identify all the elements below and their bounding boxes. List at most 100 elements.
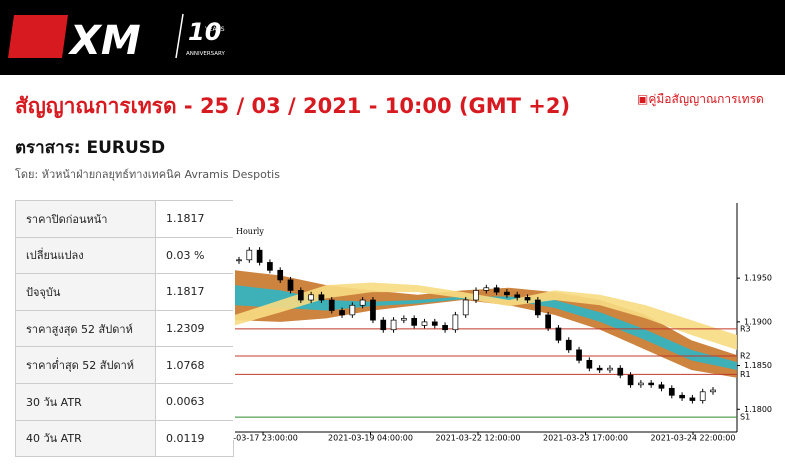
candle: [679, 394, 685, 399]
cell-label: ราคาสูงสุด 52 สัปดาห์: [15, 309, 156, 348]
x-tick-label: 1-03-17 23:00:00: [233, 434, 298, 443]
candle: [328, 299, 335, 311]
author: โดย: หัวหน้าฝ่ายกลยุทธ์ทางเทคนิค Avramis…: [15, 168, 280, 181]
candle: [411, 318, 418, 326]
chart-bg: [233, 200, 773, 440]
candle: [401, 318, 407, 321]
table-row: 30 วัน ATR 0.0063: [15, 382, 234, 421]
level-label: R3: [740, 324, 751, 333]
candle: [627, 374, 634, 386]
cell-label: 30 วัน ATR: [15, 382, 156, 421]
candle: [699, 391, 706, 401]
badge: 10: [188, 18, 221, 46]
chart: Hourly 1.1950 1.1900 1.1850 1.1800 R3 R2 R1 S1 1…: [233, 200, 773, 443]
cell-label: ราคาปิดก่อนหน้า: [15, 200, 156, 238]
candle: [380, 319, 387, 331]
page-title: สัญญาณการเทรด - 25 / 03 / 2021 - 10:00 (…: [15, 94, 571, 118]
candle: [256, 249, 263, 263]
candle: [607, 367, 613, 371]
candle: [493, 287, 500, 293]
candle: [452, 314, 459, 331]
cell-value: 1.1817: [155, 273, 234, 311]
candle: [339, 310, 345, 316]
y-tick-label: 1.1950: [744, 274, 772, 283]
candle: [534, 299, 541, 316]
y-tick-label: 1.1800: [744, 405, 772, 414]
candle: [596, 367, 603, 371]
band: [235, 282, 737, 350]
candle: [565, 339, 572, 351]
cell-label: ปัจจุบัน: [15, 273, 156, 311]
x-tick-label: 2021-03-23 17:00:00: [543, 434, 628, 443]
table-row: เปลี่ยนแปลง 0.03 %: [15, 236, 234, 275]
table-row: 40 วัน ATR 0.0119: [15, 419, 234, 458]
band: [235, 270, 737, 378]
x-tick-label: 2021-03-19 04:00:00: [328, 434, 413, 443]
candle: [287, 279, 294, 291]
badge-bottom: ANNIVERSARY: [186, 51, 225, 57]
pdf-icon: ▣: [637, 92, 649, 106]
cell-label: 40 วัน ATR: [15, 419, 156, 458]
candle: [442, 325, 448, 331]
candle: [308, 294, 314, 301]
candle: [236, 259, 242, 262]
candle: [462, 299, 469, 316]
candle: [359, 299, 366, 306]
table-row: ปัจจุบัน 1.1817: [15, 273, 234, 311]
candle: [318, 294, 325, 301]
header: XM 10 YEARS ANNIVERSARY: [0, 0, 785, 75]
y-tick-label: 1.1850: [744, 361, 772, 370]
y-tick-label: 1.1900: [744, 317, 772, 326]
candle: [638, 382, 644, 386]
cell-value: 0.0119: [155, 419, 234, 458]
candle: [370, 299, 376, 321]
candle: [555, 327, 562, 341]
candle: [576, 349, 582, 361]
candle: [710, 389, 716, 393]
candle: [648, 382, 655, 386]
cell-value: 0.0063: [155, 382, 234, 421]
x-tick-label: 2021-03-24 22:00:00: [651, 434, 736, 443]
table-row: ราคาต่ำสุด 52 สัปดาห์ 1.0768: [15, 346, 234, 384]
cell-value: 1.1817: [155, 200, 234, 238]
candle: [586, 359, 593, 369]
guide-text[interactable]: คู่มือสัญญาณการเทรด: [648, 92, 764, 106]
candle: [431, 321, 438, 326]
candle: [421, 321, 428, 326]
candle: [297, 290, 304, 301]
candle: [349, 304, 356, 316]
x-tick-label: 2021-03-22 12:00:00: [436, 434, 521, 443]
candle: [267, 262, 273, 271]
cell-value: 1.2309: [155, 309, 234, 348]
candle: [617, 367, 624, 376]
candle: [689, 397, 696, 401]
candle: [504, 291, 510, 296]
logo-text: XM: [67, 18, 141, 64]
candle: [545, 314, 551, 329]
table-row: ราคาปิดก่อนหน้า 1.1817: [15, 200, 234, 238]
cell-value: 1.0768: [155, 346, 234, 384]
cell-label: เปลี่ยนแปลง: [15, 236, 156, 275]
level-label: R1: [740, 370, 751, 379]
guide-link[interactable]: ▣คู่มือสัญญาณการเทรด: [637, 90, 764, 109]
candle: [473, 290, 479, 301]
candle: [483, 287, 490, 291]
candle: [246, 249, 253, 261]
timeframe: Hourly: [236, 227, 264, 236]
candle: [277, 269, 284, 281]
badge-top: YEARS: [204, 26, 225, 33]
candle: [514, 294, 521, 298]
candle: [524, 297, 531, 301]
logo[interactable]: XM 10 YEARS ANNIVERSARY: [0, 0, 785, 75]
stats-table: ราคาปิดก่อนหน้า 1.1817 เปลี่ยนแปลง 0.03 % ปั…: [15, 200, 234, 458]
cell-label: ราคาต่ำสุด 52 สัปดาห์: [15, 346, 156, 384]
band: [235, 285, 737, 370]
table-row: ราคาสูงสุด 52 สัปดาห์ 1.2309: [15, 309, 234, 348]
candle: [668, 387, 675, 396]
level-label: R2: [740, 351, 751, 360]
candle: [390, 319, 397, 331]
level-label: S1: [740, 413, 750, 422]
instrument: ตราสาร: EURUSD: [15, 138, 166, 158]
cell-value: 0.03 %: [155, 236, 234, 275]
